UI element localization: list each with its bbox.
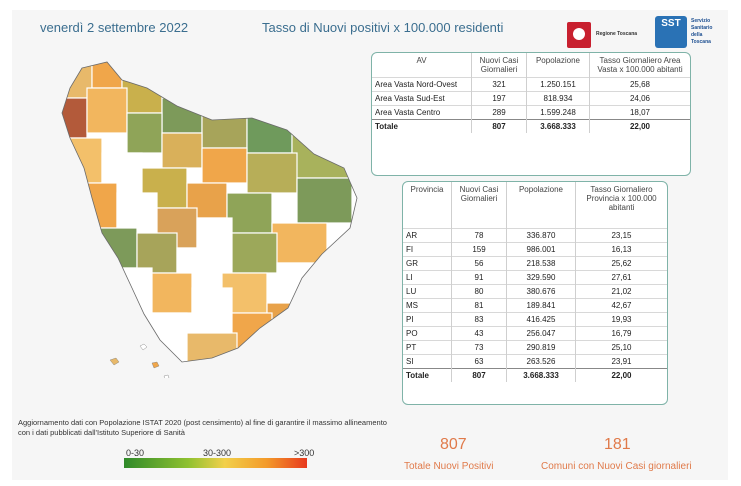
comuni-value: 181: [604, 436, 631, 453]
logos: Regione Toscana SST Servizio Sanitario d…: [567, 16, 712, 54]
table-row: PO 43 256.047 16,79: [403, 325, 667, 340]
av-col-header: AV: [416, 56, 427, 65]
table-row: PI 83 416.425 19,93: [403, 311, 667, 326]
legend-color-scale: [124, 458, 307, 468]
regione-toscana-label: Regione Toscana: [596, 31, 638, 37]
province-col-header: Provincia: [410, 185, 444, 194]
legend-low-label: 0-30: [126, 448, 145, 458]
table-row: GR 56 218.538 25,62: [403, 255, 667, 270]
total-new-positives-label: Totale Nuovi Positivi: [404, 461, 494, 472]
legend-mid-label: 30-300: [203, 448, 232, 458]
table-row: FI 159 986.001 16,13: [403, 241, 667, 256]
table-row: AR 78 336.870 23,15: [403, 227, 667, 242]
table-total-row: Totale 807 3.668.333 22,00: [403, 367, 667, 382]
av-cases-col-header: Nuovi Casi Giornalieri: [471, 53, 527, 78]
province-rate-col-header: Tasso Giornaliero Provincia x 100.000 ab…: [575, 182, 667, 228]
sst-logo-text: Servizio Sanitario della Toscana: [691, 18, 713, 45]
total-new-positives-value: 807: [440, 436, 467, 453]
area-vasta-table: AV Nuovi Casi Giornalieri Popolazione Ta…: [371, 52, 691, 176]
report-date: venerdì 2 settembre 2022: [40, 20, 189, 35]
page-title: Tasso di Nuovi positivi x 100.000 reside…: [262, 20, 504, 35]
update-note: Aggiornamento dati con Popolazione ISTAT…: [18, 418, 387, 437]
table-row: Area Vasta Centro 289 1.599.248 18,07: [372, 105, 690, 120]
table-row: PT 73 290.819 25,10: [403, 339, 667, 354]
tuscany-choropleth-map: [61, 61, 358, 378]
table-total-row: Totale 807 3.668.333 22,00: [372, 119, 690, 133]
legend-high-label: >300: [294, 448, 315, 458]
table-row: Area Vasta Sud-Est 197 818.934 24,06: [372, 91, 690, 106]
provincia-table: Provincia Nuovi Casi Giornalieri Popolaz…: [402, 181, 668, 405]
table-row: SI 63 263.526 23,91: [403, 353, 667, 368]
regione-toscana-logo-icon: [567, 22, 591, 48]
province-cases-col-header: Nuovi Casi Giornalieri: [451, 182, 507, 228]
table-row: LU 80 380.676 21,02: [403, 283, 667, 298]
comuni-label: Comuni con Nuovi Casi giornalieri: [541, 461, 692, 472]
table-row: LI 91 329.590 27,61: [403, 269, 667, 284]
table-row: MS 81 189.841 42,67: [403, 297, 667, 312]
sst-logo-icon: SST: [655, 16, 687, 48]
av-rate-col-header: Tasso Giornaliero Area Vasta x 100.000 a…: [589, 53, 690, 78]
table-row: Area Vasta Nord-Ovest 321 1.250.151 25,6…: [372, 77, 690, 92]
province-population-col-header: Popolazione: [506, 182, 576, 228]
av-population-col-header: Popolazione: [526, 53, 590, 78]
